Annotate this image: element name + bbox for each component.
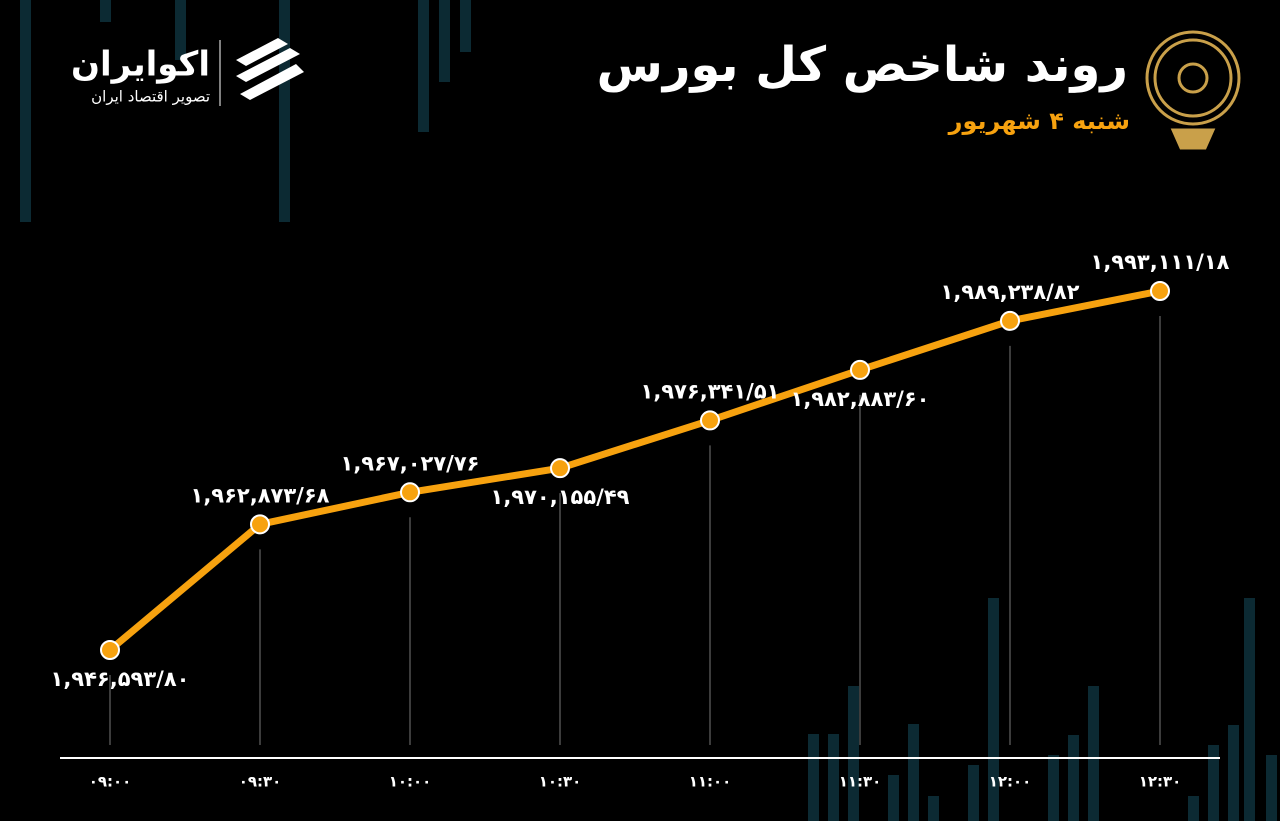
point (250, 514, 270, 535)
point (1150, 281, 1170, 301)
value-label: ۱,۹۶۲,۸۷۳/۶۸ (191, 483, 330, 507)
value-label: ۱,۹۴۶,۵۹۳/۸۰ (51, 667, 190, 691)
x-tick-label: ۱۲:۰۰ (989, 773, 1032, 791)
point (700, 410, 720, 431)
line (107, 287, 1161, 653)
brand-icon (236, 38, 304, 100)
point (400, 482, 420, 503)
x-tick-label: ۱۱:۳۰ (839, 773, 882, 791)
value-label: ۱,۹۸۲,۸۸۳/۶۰ (791, 387, 930, 411)
x-tick-label: ۱۱:۰۰ (689, 773, 732, 791)
chart-subtitle: شنبه ۴ شهریور (948, 107, 1130, 135)
decoration (20, 0, 1277, 821)
brand-name: اکوایران (71, 45, 210, 85)
x-tick-label: ۱۰:۰۰ (389, 773, 432, 791)
value-label: ۱,۹۸۹,۲۳۸/۸۲ (941, 280, 1080, 304)
emblem (1145, 30, 1241, 150)
x-tick-label: ۱۰:۳۰ (539, 773, 582, 791)
value-label: ۱,۹۹۳,۱۱۱/۱۸ (1091, 250, 1230, 274)
x-tick-label: ۰۹:۳۰ (239, 773, 282, 791)
x-tick-label: ۰۹:۰۰ (89, 773, 132, 791)
value-label: ۱,۹۷۰,۱۵۵/۴۹ (491, 485, 630, 509)
brand-tagline: تصویر اقتصاد ایران (91, 88, 210, 106)
point (850, 359, 870, 380)
value-label: ۱,۹۷۶,۳۴۱/۵۱ (641, 379, 780, 403)
chart-title: روند شاخص کل بورس (597, 37, 1128, 93)
point (550, 458, 570, 479)
x-tick-label: ۱۲:۳۰ (1139, 773, 1182, 791)
point (1000, 310, 1020, 331)
point (100, 640, 120, 660)
value-label: ۱,۹۶۷,۰۲۷/۷۶ (341, 451, 480, 475)
